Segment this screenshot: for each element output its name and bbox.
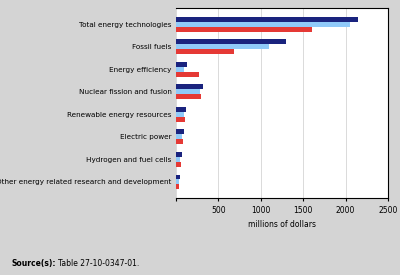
- Bar: [176, 152, 182, 157]
- Bar: [176, 49, 234, 54]
- Bar: [176, 94, 200, 99]
- Bar: [176, 44, 269, 49]
- Bar: [176, 157, 180, 162]
- Bar: [176, 89, 200, 94]
- Bar: [176, 62, 187, 67]
- Bar: [176, 134, 182, 139]
- Text: Source(s):: Source(s):: [12, 259, 56, 268]
- Bar: [176, 22, 350, 27]
- Bar: [176, 175, 180, 180]
- Bar: [176, 84, 203, 89]
- Bar: [176, 180, 179, 185]
- Bar: [176, 27, 312, 32]
- Bar: [176, 107, 186, 112]
- Bar: [176, 67, 184, 72]
- Bar: [176, 112, 184, 117]
- Text: Table 27-10-0347-01.: Table 27-10-0347-01.: [58, 259, 139, 268]
- X-axis label: millions of dollars: millions of dollars: [248, 220, 316, 229]
- Bar: [176, 162, 181, 167]
- Bar: [176, 117, 185, 122]
- Bar: [176, 139, 183, 144]
- Bar: [176, 72, 199, 77]
- Bar: [176, 17, 358, 22]
- Bar: [176, 185, 179, 189]
- Bar: [176, 130, 184, 134]
- Bar: [176, 39, 286, 44]
